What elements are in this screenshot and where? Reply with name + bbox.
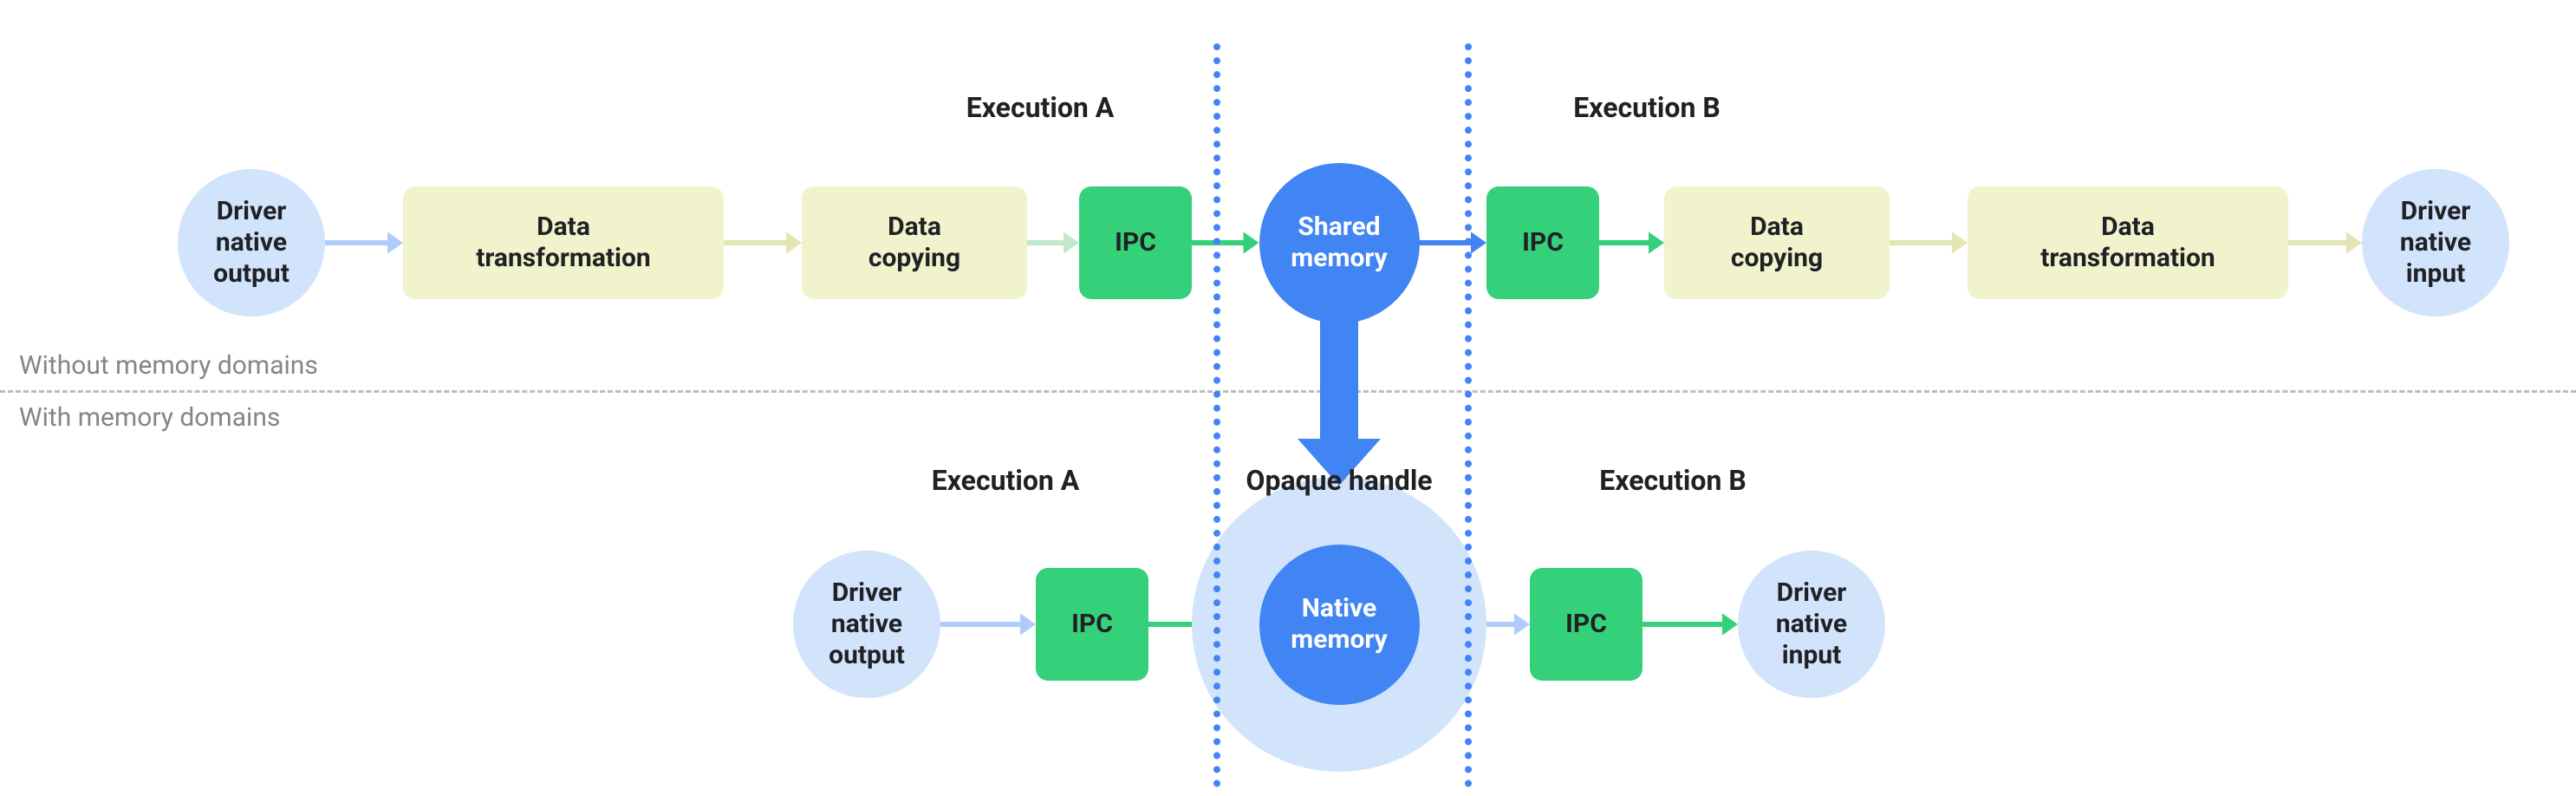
node-driver-native-output-bottom: Drivernativeoutput [793,551,940,698]
vertical-separator-left [1213,43,1220,787]
heading-execution-b-bottom: Execution B [1543,464,1803,497]
node-shared-memory: Sharedmemory [1259,163,1420,323]
section-label-without: Without memory domains [19,350,318,381]
section-label-with: With memory domains [19,402,280,433]
horizontal-divider [0,390,2576,393]
node-ipc-right-top: IPC [1486,186,1599,299]
heading-opaque-handle: Opaque handle [1209,464,1469,497]
heading-execution-b-top: Execution B [1517,91,1777,124]
node-ipc-right-bottom: IPC [1530,568,1643,681]
node-driver-native-input-top: Drivernativeinput [2362,169,2509,316]
node-native-memory: Nativememory [1259,545,1420,705]
node-data-transformation-right: Datatransformation [1968,186,2288,299]
heading-execution-a-top: Execution A [910,91,1170,124]
node-data-copying-right: Datacopying [1664,186,1890,299]
node-ipc-left-bottom: IPC [1036,568,1148,681]
node-driver-native-output-top: Drivernativeoutput [178,169,325,316]
node-ipc-left-top: IPC [1079,186,1192,299]
node-data-transformation-left: Datatransformation [403,186,724,299]
heading-execution-a-bottom: Execution A [875,464,1135,497]
diagram-canvas: Without memory domains With memory domai… [0,0,2576,796]
node-data-copying-left: Datacopying [802,186,1027,299]
node-driver-native-input-bottom: Drivernativeinput [1738,551,1885,698]
vertical-separator-right [1465,43,1472,787]
